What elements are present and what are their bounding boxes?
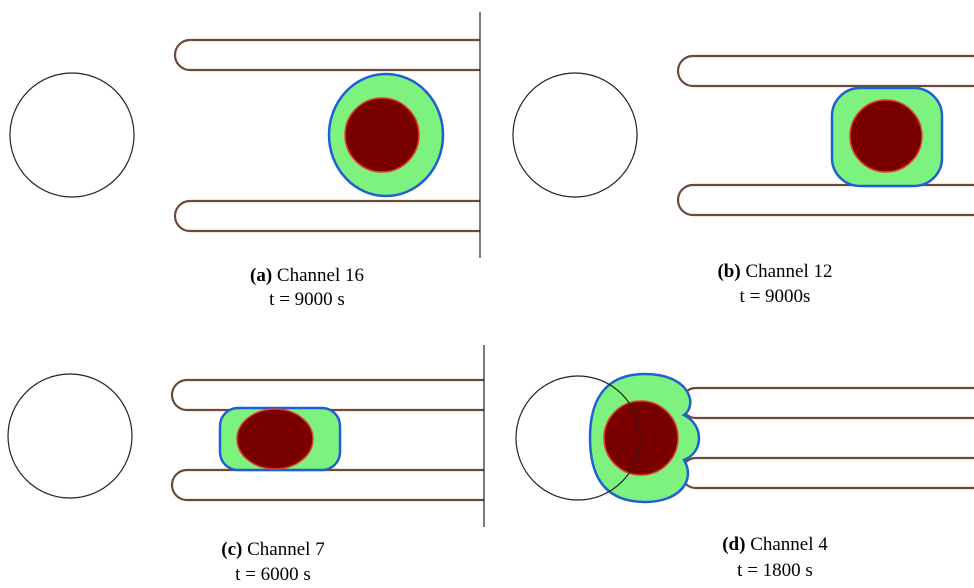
caption: (a) Channel 16 — [250, 265, 364, 286]
channel-wall — [173, 199, 480, 233]
channel-wall — [170, 468, 484, 502]
channel-wall — [679, 456, 974, 490]
circle — [515, 375, 641, 501]
caption-text: Channel 12 — [745, 261, 832, 282]
circle — [512, 72, 638, 198]
panel-b: (b) Channel 12 t = 9000s — [512, 54, 974, 307]
label: (b) — [717, 261, 740, 282]
time: t = 6000 s — [235, 564, 311, 585]
channel-wall — [170, 378, 484, 412]
channel-wall — [679, 386, 974, 420]
label: (a) — [250, 265, 272, 286]
panel-a: (a) Channel 16 t = 9000 s — [9, 12, 481, 310]
channel-wall — [676, 183, 974, 217]
blob-core — [603, 400, 679, 476]
time: t = 9000s — [740, 286, 811, 307]
circle — [9, 72, 135, 198]
caption: (d) Channel 4 — [722, 534, 828, 555]
label: (c) — [221, 539, 242, 560]
channel-wall — [676, 54, 974, 88]
blob-core — [849, 99, 923, 173]
caption-text: Channel 7 — [247, 539, 325, 560]
time: t = 1800 s — [737, 560, 813, 581]
channel-wall — [173, 38, 480, 72]
blob-core — [236, 408, 314, 470]
caption-text: Channel 16 — [277, 265, 364, 286]
caption: (b) Channel 12 — [717, 261, 832, 282]
panel-c: (c) Channel 7 t = 6000 s — [7, 345, 485, 585]
blob-core — [344, 97, 420, 173]
time: t = 9000 s — [269, 289, 345, 310]
caption: (c) Channel 7 — [221, 539, 324, 560]
circle — [7, 373, 133, 499]
caption-text: Channel 4 — [750, 534, 828, 555]
label: (d) — [722, 534, 745, 555]
panel-d: (d) Channel 4 t = 1800 s — [515, 372, 974, 581]
